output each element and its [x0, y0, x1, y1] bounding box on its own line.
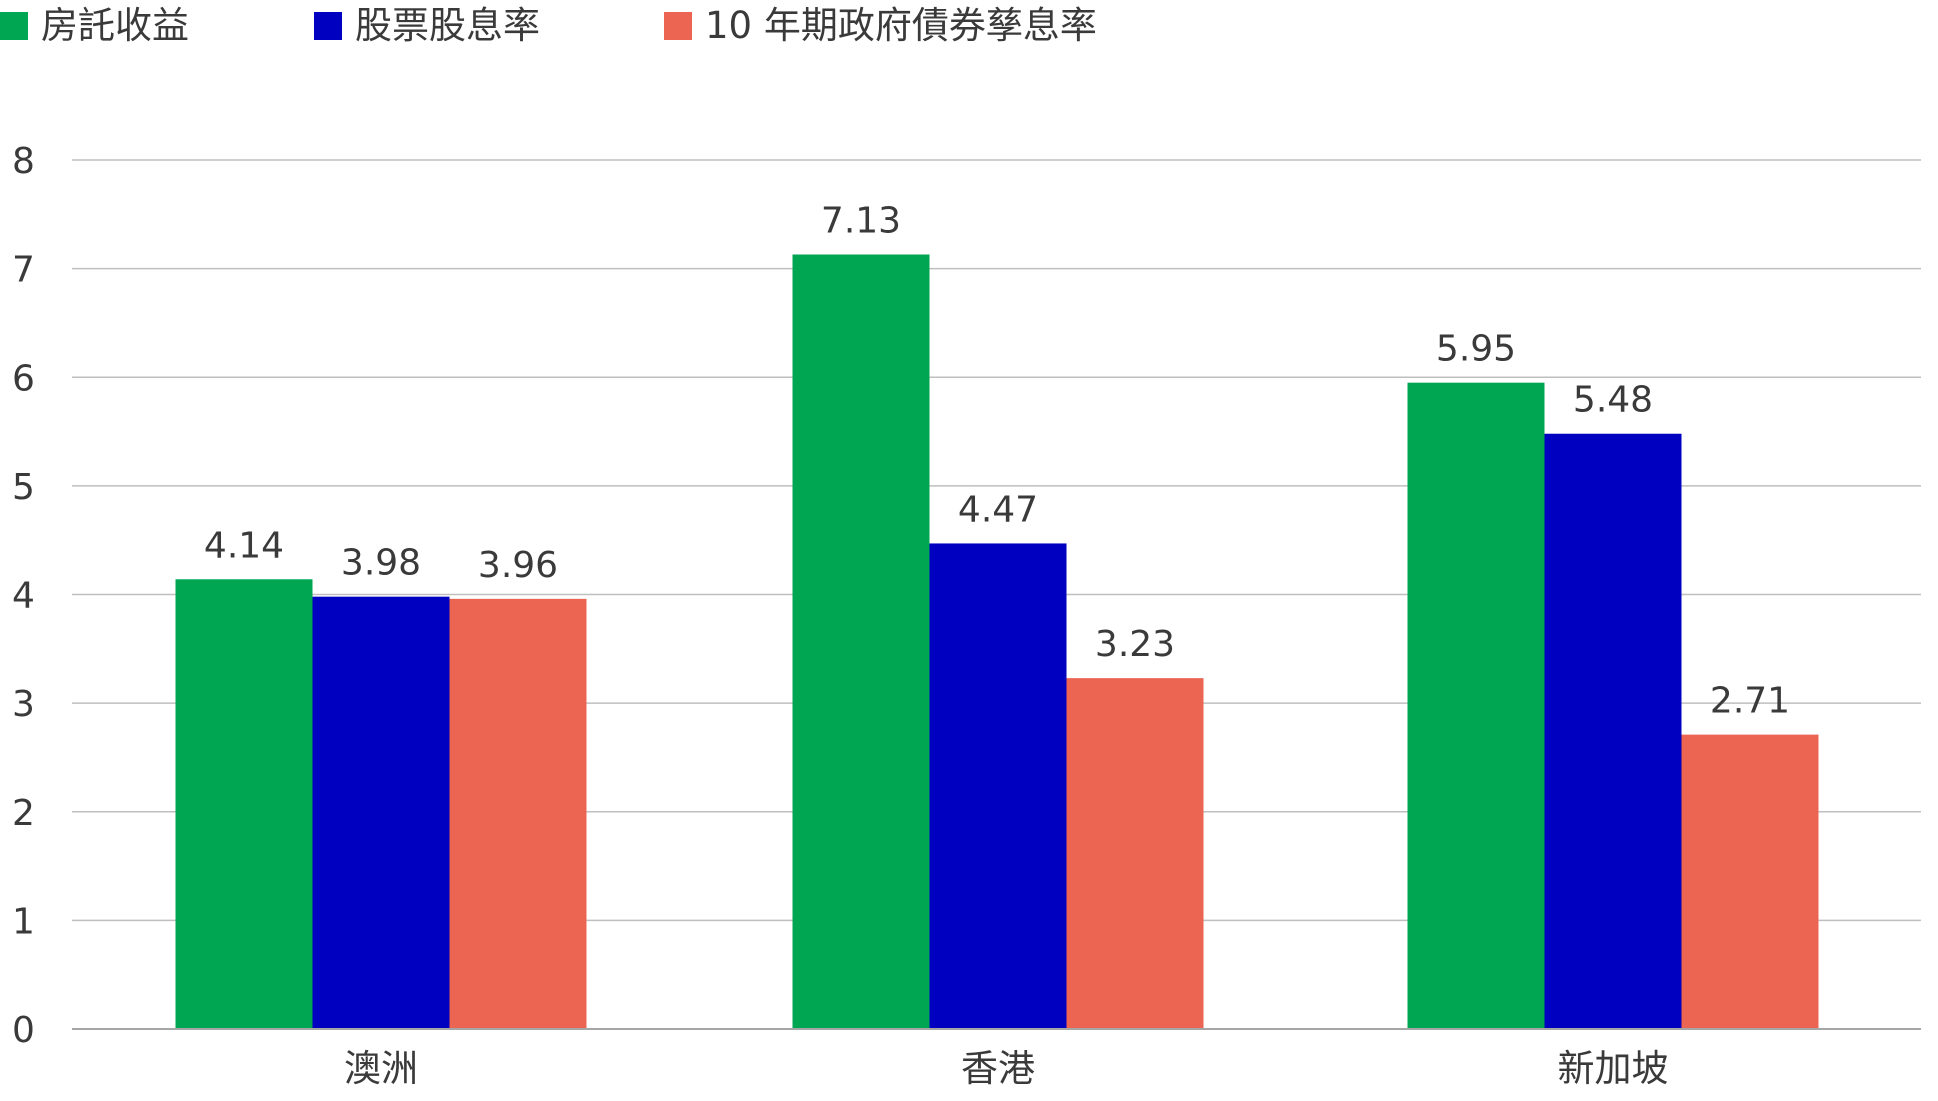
- data-label: 5.48: [1573, 380, 1653, 421]
- y-tick-label: 7: [12, 250, 35, 291]
- y-tick-label: 1: [12, 901, 35, 942]
- y-tick-label: 8: [12, 141, 35, 182]
- bar: [1066, 678, 1204, 1029]
- bar: [175, 579, 313, 1029]
- bar: [1681, 734, 1819, 1029]
- y-tick-label: 0: [12, 1010, 35, 1051]
- legend-item-dividend-yield: 股票股息率: [314, 4, 540, 48]
- data-label: 3.23: [1095, 624, 1175, 665]
- data-label: 4.14: [204, 525, 284, 566]
- x-category-label: 新加坡: [1558, 1047, 1669, 1090]
- legend-label-dividend-yield: 股票股息率: [355, 4, 540, 47]
- bar: [449, 598, 587, 1029]
- y-tick-label: 4: [12, 576, 35, 617]
- legend-label-reit-yield: 房託收益: [41, 4, 189, 47]
- legend-swatch-reit-yield: [0, 12, 28, 40]
- legend-item-bond-yield: 10 年期政府債券孳息率: [664, 4, 1097, 48]
- x-category-label: 澳洲: [344, 1047, 418, 1090]
- data-label: 3.98: [341, 543, 421, 584]
- bar: [1407, 382, 1545, 1029]
- bars: [175, 254, 1819, 1029]
- data-label: 5.95: [1436, 329, 1516, 370]
- x-category-label: 香港: [961, 1047, 1035, 1090]
- legend-label-bond-yield: 10 年期政府債券孳息率: [705, 4, 1097, 47]
- data-label: 7.13: [821, 201, 901, 242]
- y-tick-label: 3: [12, 684, 35, 725]
- data-label: 2.71: [1710, 681, 1790, 722]
- legend-item-reit-yield: 房託收益: [0, 4, 189, 48]
- legend-swatch-dividend-yield: [314, 12, 342, 40]
- bar: [312, 596, 450, 1029]
- y-tick-label: 5: [12, 467, 35, 508]
- bar: [792, 254, 930, 1029]
- data-label: 4.47: [958, 489, 1038, 530]
- y-tick-label: 6: [12, 358, 35, 399]
- data-label: 3.96: [478, 545, 558, 586]
- bar: [929, 543, 1067, 1029]
- labels: 0 1 2 3 4 5 6 7 8 4.14 3.98 3.96 澳洲 7.13 4.47 3.23 香港 5.9…: [12, 141, 1790, 1090]
- bar: [1544, 433, 1682, 1029]
- y-tick-label: 2: [12, 793, 35, 834]
- legend-swatch-bond-yield: [664, 12, 692, 40]
